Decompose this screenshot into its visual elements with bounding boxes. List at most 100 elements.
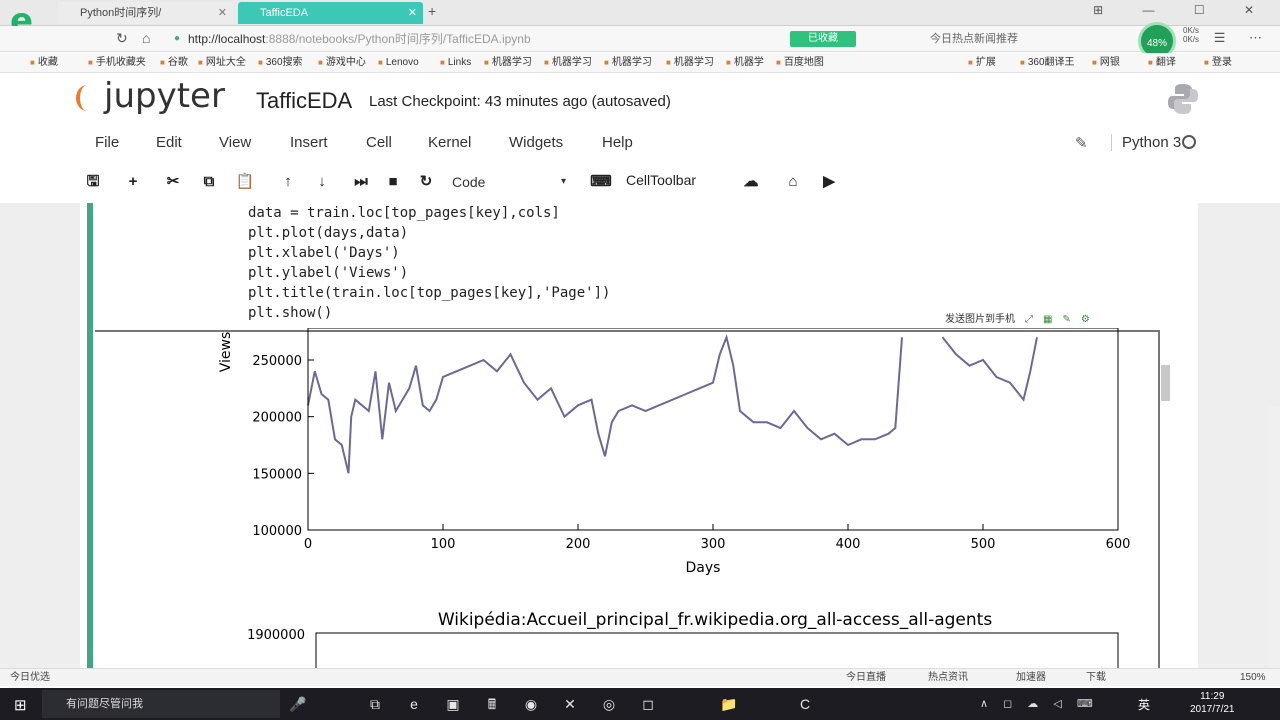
bookmark-item[interactable]: Links: [440, 53, 471, 73]
bookmark-item[interactable]: 机器学习: [604, 53, 652, 73]
window-controls[interactable]: ⊞ — ☐ ✕: [1093, 3, 1272, 17]
app-icon[interactable]: ✕: [564, 696, 576, 712]
bookmark-item[interactable]: 机器学习: [484, 53, 532, 73]
clock[interactable]: 11:29 2017/7/21: [1190, 690, 1235, 716]
qr-icon[interactable]: ▦: [1043, 314, 1053, 325]
expand-icon[interactable]: ⤢: [1025, 314, 1033, 325]
bookmark-item[interactable]: 机器学习: [666, 53, 714, 73]
cell-type-select[interactable]: Code: [446, 171, 570, 193]
reload-icon[interactable]: ↻: [116, 30, 128, 46]
bookmark-item[interactable]: 手机收藏夹: [88, 53, 146, 73]
app-icon[interactable]: ◎: [602, 696, 616, 712]
bookmark-item[interactable]: 登录: [1204, 53, 1232, 73]
present-icon[interactable]: ⌂: [788, 173, 798, 190]
pencil-icon[interactable]: ✎: [1075, 135, 1088, 152]
bookmark-item[interactable]: 机器学: [726, 53, 764, 73]
settings-icon[interactable]: ⚙: [1080, 314, 1090, 325]
store-icon[interactable]: ▣: [446, 696, 460, 712]
status-item[interactable]: 下载: [1086, 672, 1106, 683]
checkpoint-status: Last Checkpoint: 43 minutes ago (autosav…: [369, 93, 671, 110]
close-icon[interactable]: ✕: [407, 7, 417, 19]
zoom-level[interactable]: 150%: [1240, 672, 1266, 683]
bookmark-item[interactable]: 游戏中心: [318, 53, 366, 73]
keyboard-icon[interactable]: ⌨: [590, 173, 612, 190]
app-icon[interactable]: C: [799, 696, 811, 712]
new-tab-button[interactable]: +: [428, 3, 437, 19]
cell-selected-bar: [87, 203, 93, 668]
page-scrollbar[interactable]: [1268, 406, 1280, 668]
start-icon[interactable]: ⊞: [14, 697, 27, 714]
move-down-icon[interactable]: ↓: [318, 173, 326, 190]
y-axis-label: Views: [218, 332, 234, 373]
bookmark-item[interactable]: 翻译: [1148, 53, 1176, 73]
paste-icon[interactable]: 📋: [235, 173, 255, 190]
code-cell[interactable]: data = train.loc[top_pages[key],cols] plt…: [248, 203, 610, 323]
run-icon[interactable]: ⏭: [354, 173, 368, 190]
edit-image-icon[interactable]: ✎: [1062, 314, 1071, 325]
menu-edit[interactable]: Edit: [156, 134, 182, 151]
copy-icon[interactable]: ⧉: [203, 173, 215, 190]
status-item[interactable]: 今日直播: [846, 672, 886, 683]
restart-icon[interactable]: ↻: [419, 173, 433, 190]
menu-kernel[interactable]: Kernel: [428, 134, 472, 151]
x-tick-label: 100: [431, 537, 456, 552]
folder-icon[interactable]: 📁: [720, 696, 738, 712]
menu-insert[interactable]: Insert: [290, 134, 328, 151]
tab-trafficeda[interactable]: TafficEDA ✕: [238, 2, 423, 24]
bookmark-item[interactable]: 360搜索: [258, 53, 303, 73]
input-language[interactable]: 英: [1138, 698, 1151, 712]
menu-file[interactable]: File: [95, 134, 120, 151]
add-cell-icon[interactable]: +: [128, 173, 138, 190]
output-scrollbar-thumb[interactable]: [1161, 365, 1170, 401]
series-line-views-2: [941, 336, 1038, 402]
browser-tab-strip: e Python时间序列/ ✕ TafficEDA ✕ + ⊞ — ☐ ✕: [0, 0, 1280, 38]
close-icon[interactable]: ✕: [217, 7, 227, 19]
stop-icon[interactable]: ■: [388, 173, 398, 190]
menu-cell[interactable]: Cell: [366, 134, 392, 151]
system-tray[interactable]: ∧ ◻ ☁ ◁ ⌨: [980, 698, 1099, 710]
celltoolbar-button[interactable]: CellToolbar: [626, 172, 697, 188]
notebook-name[interactable]: TafficEDA: [256, 88, 353, 113]
taskbar-search[interactable]: 有问题尽管问我: [42, 690, 280, 718]
bookmark-item[interactable]: 360翻译王: [1020, 53, 1075, 73]
mic-icon[interactable]: 🎤: [289, 696, 307, 712]
status-item[interactable]: 今日优选: [10, 672, 50, 683]
app-icon[interactable]: ◻: [642, 696, 654, 712]
bookmark-item[interactable]: 网银: [1092, 53, 1120, 73]
bookmark-item[interactable]: 机器学习: [544, 53, 592, 73]
code-line: plt.plot(days,data): [248, 225, 409, 241]
bookmark-item[interactable]: Lenovo: [378, 53, 419, 73]
bookmark-item[interactable]: 扩展: [968, 53, 996, 73]
bookmarks-bar: 收藏 手机收藏夹 谷歌 网址大全 360搜索 游戏中心 Lenovo Links…: [0, 53, 1280, 73]
code-line: plt.show(): [248, 305, 333, 321]
cloud-upload-icon[interactable]: ☁: [743, 173, 759, 190]
notebook-toolbar: 🖫 + ✂ ⧉ 📋 ↑ ↓ ⏭ ■ ↻ Code ⌨ CellToolbar ☁…: [78, 168, 1208, 196]
calculator-icon[interactable]: 🖩: [487, 696, 497, 712]
youtube-icon[interactable]: ▶: [823, 173, 835, 190]
bookmark-item[interactable]: 网址大全: [198, 53, 246, 73]
cut-icon[interactable]: ✂: [166, 173, 180, 190]
bookmark-item[interactable]: 收藏: [30, 53, 58, 73]
edge-icon[interactable]: e: [410, 696, 418, 712]
task-view-icon[interactable]: ⧉: [370, 696, 380, 712]
move-up-icon[interactable]: ↑: [284, 173, 292, 190]
bookmark-item[interactable]: 谷歌: [160, 53, 188, 73]
url-path: :8888/notebooks/Python时间序列/TafficEDA.ipy…: [265, 32, 531, 46]
status-item[interactable]: 加速器: [1016, 672, 1046, 683]
menu-view[interactable]: View: [219, 134, 252, 151]
home-icon[interactable]: ⌂: [142, 30, 151, 46]
url-host: http://localhost: [188, 32, 266, 46]
browser-menu-icons[interactable]: ☰ ⋯: [1213, 30, 1272, 45]
bookmark-badge[interactable]: 已收藏: [790, 31, 856, 47]
send-image-label[interactable]: 发送图片到手机: [945, 314, 1015, 325]
chrome-icon[interactable]: ◉: [524, 696, 538, 712]
bookmark-item[interactable]: 百度地图: [776, 53, 824, 73]
tab-python-timeseries[interactable]: Python时间序列/ ✕: [58, 2, 233, 24]
url-input[interactable]: http://localhost:8888/notebooks/Python时间…: [172, 29, 782, 49]
menu-help[interactable]: Help: [602, 134, 633, 151]
status-item[interactable]: 热点资讯: [928, 672, 968, 683]
menu-widgets[interactable]: Widgets: [509, 134, 564, 151]
search-suggestion[interactable]: 今日热点新闻推荐: [930, 33, 1018, 45]
jupyter-logo[interactable]: jupyter: [104, 76, 225, 116]
save-icon[interactable]: 🖫: [86, 173, 100, 190]
